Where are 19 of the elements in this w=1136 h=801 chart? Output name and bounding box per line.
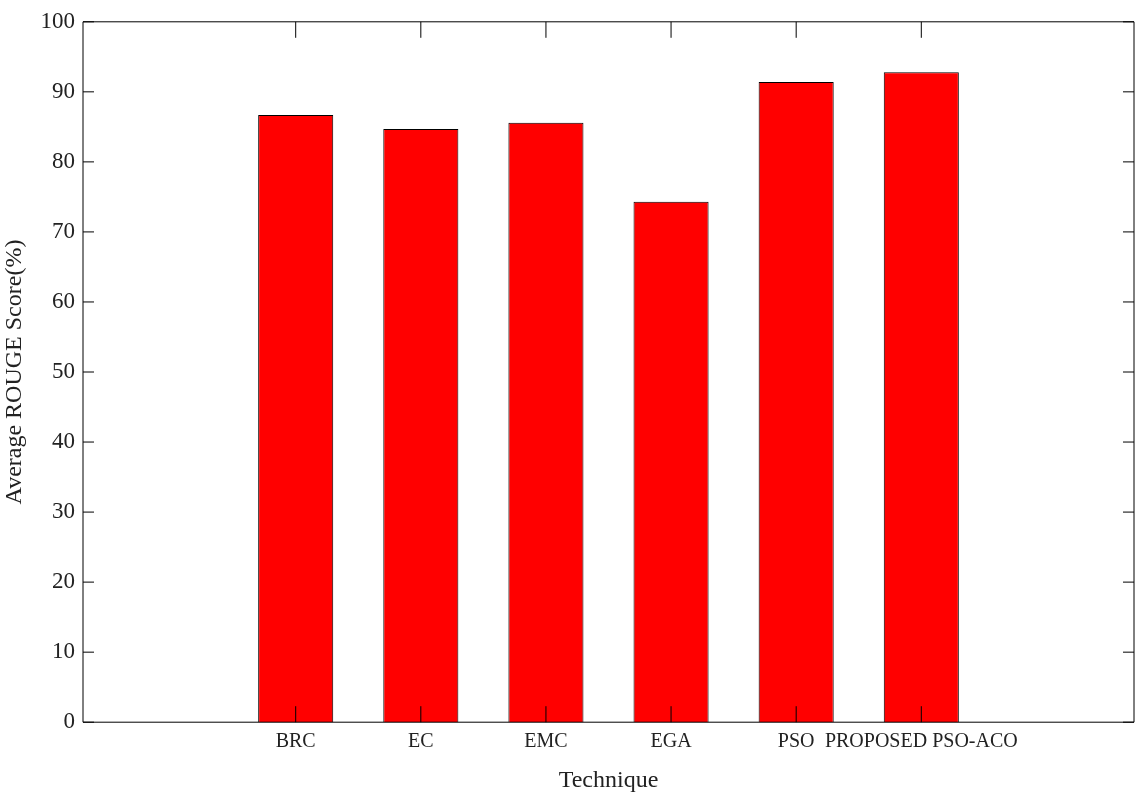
x-tick-label: EGA — [650, 729, 693, 752]
y-tick-label: 50 — [52, 358, 75, 384]
y-tick-label: 60 — [52, 288, 75, 314]
x-tick-label: EMC — [524, 729, 568, 752]
x-axis-title: Technique — [558, 765, 659, 792]
y-tick-label: 40 — [52, 428, 75, 454]
x-tick-label: PROPOSED PSO-ACO — [824, 729, 1018, 752]
y-tick-label: 70 — [52, 217, 75, 243]
y-tick-label: 90 — [52, 77, 75, 103]
y-axis-title: Average ROUGE Score(%) — [0, 239, 26, 505]
y-tick-label: 80 — [52, 147, 75, 173]
y-tick-label: 0 — [63, 708, 75, 734]
x-tick-label: EC — [408, 729, 434, 752]
x-tick-label: PSO — [777, 729, 815, 752]
y-tick-label: 100 — [40, 7, 75, 33]
y-tick-label: 20 — [52, 568, 75, 594]
y-tick-label: 30 — [52, 498, 75, 524]
y-tick-label: 10 — [52, 638, 75, 664]
x-tick-label: BRC — [275, 729, 316, 752]
